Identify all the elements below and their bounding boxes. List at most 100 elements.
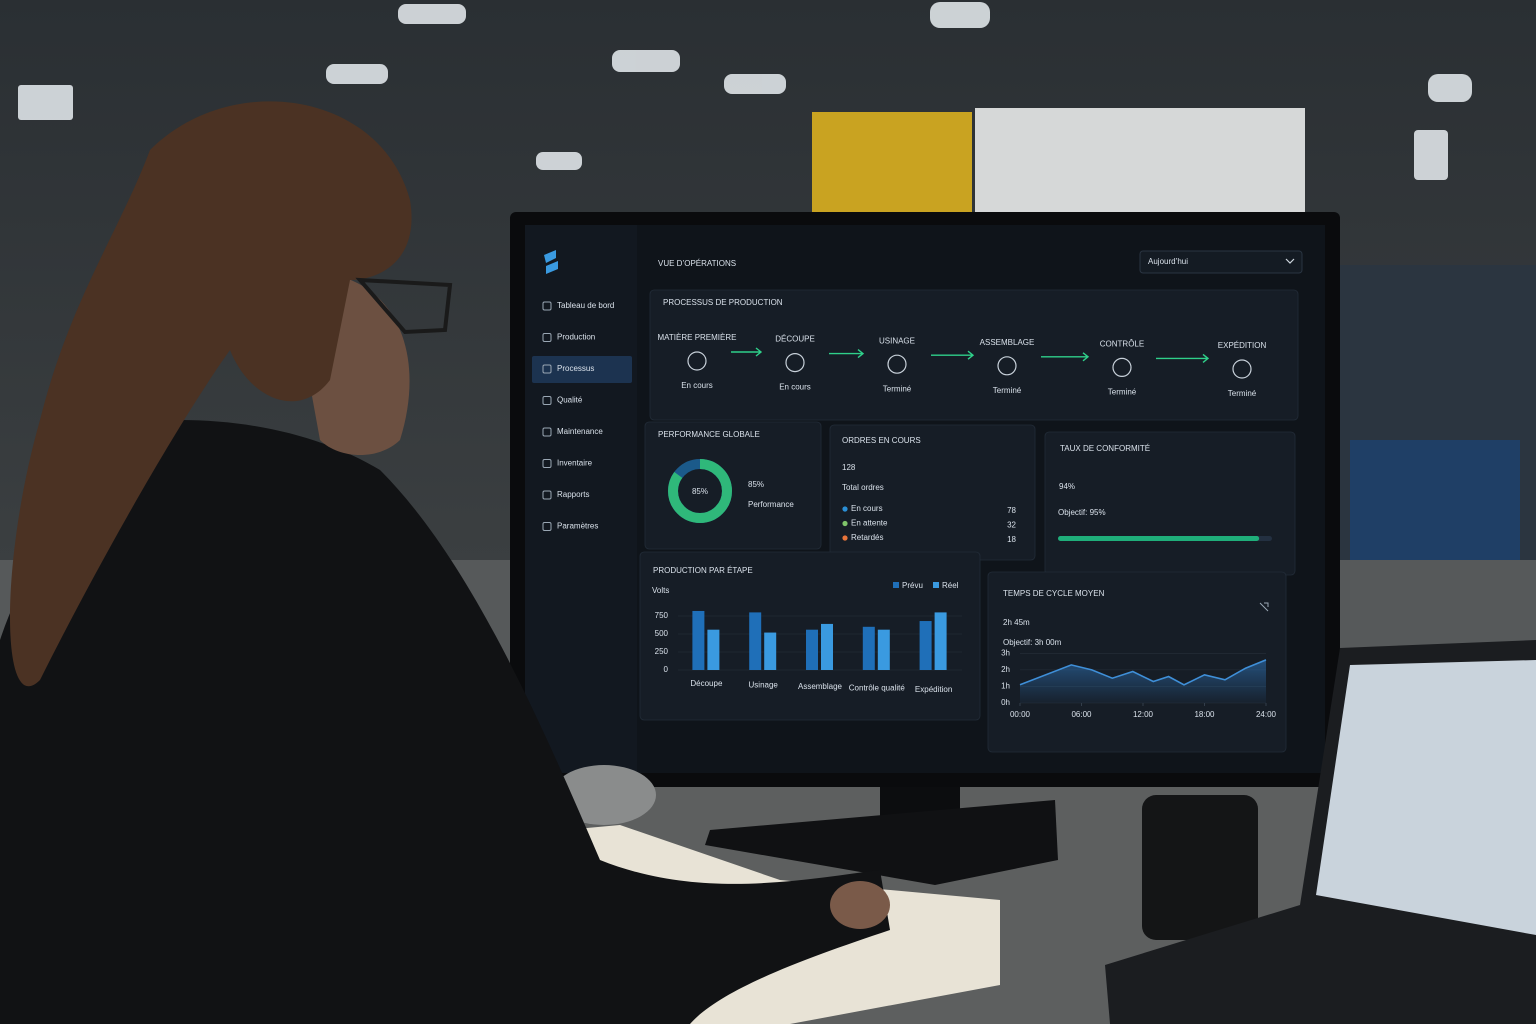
panel-title: PROCESSUS DE PRODUCTION <box>663 298 783 307</box>
bar <box>707 629 720 670</box>
person-hair <box>10 101 412 687</box>
y-tick-label: 2h <box>1001 665 1010 674</box>
orders-total-label: Total ordres <box>842 483 884 492</box>
x-tick-label: 12:00 <box>1133 710 1154 719</box>
monitor-base <box>705 800 1058 885</box>
step-label: USINAGE <box>879 336 915 345</box>
nav-icon <box>542 490 552 500</box>
x-tick-label: 24:00 <box>1256 710 1277 719</box>
donut-center-label: 85% <box>692 487 708 496</box>
step-icon <box>1112 357 1132 377</box>
nav-icon <box>542 364 552 374</box>
x-tick-label: Contrôle qualité <box>849 684 906 693</box>
y-tick-label: 500 <box>655 629 669 638</box>
legend-swatch <box>893 582 899 588</box>
logo <box>544 250 558 274</box>
y-tick-label: 750 <box>655 611 669 620</box>
y-axis-label: Volts <box>652 586 669 595</box>
step-arrow <box>1156 353 1210 363</box>
x-tick-label: Découpe <box>690 679 723 688</box>
nav-item[interactable]: Tableau de bord <box>557 301 614 310</box>
panel-title: TEMPS DE CYCLE MOYEN <box>1003 589 1105 598</box>
nav-item[interactable]: Maintenance <box>557 427 603 436</box>
step-arrow <box>829 349 865 359</box>
step-icon <box>687 351 707 371</box>
donut-caption: Performance <box>748 500 794 509</box>
nav-item[interactable]: Inventaire <box>557 459 593 468</box>
orders-row-value: 78 <box>1007 506 1016 515</box>
nav-item[interactable]: Processus <box>557 364 594 373</box>
nav-item[interactable]: Rapports <box>557 490 589 499</box>
y-tick-label: 250 <box>655 647 669 656</box>
step-status: Terminé <box>883 384 912 393</box>
orders-row-label: En attente <box>851 519 888 528</box>
y-tick-label: 3h <box>1001 648 1010 657</box>
step-label: MATIÈRE PREMIÈRE <box>658 333 737 342</box>
nav-item[interactable]: Paramètres <box>557 522 598 531</box>
dropdown[interactable] <box>1139 250 1303 274</box>
y-tick-label: 0h <box>1001 698 1010 707</box>
step-status: Terminé <box>1228 389 1257 398</box>
orders-row-value: 18 <box>1007 535 1016 544</box>
dropdown-chevron <box>1285 258 1295 264</box>
person-hand <box>830 881 890 929</box>
donut-side-label: 85% <box>748 480 764 489</box>
x-tick-label: 06:00 <box>1071 710 1092 719</box>
orders-dot <box>842 535 848 541</box>
step-label: EXPÉDITION <box>1218 341 1267 350</box>
step-status: Terminé <box>993 386 1022 395</box>
panel-title: PERFORMANCE GLOBALE <box>658 430 760 439</box>
expand-icon <box>1259 602 1269 612</box>
donut-arc <box>668 459 732 523</box>
progress-value: 94% <box>1059 482 1075 491</box>
line-area <box>1020 659 1266 703</box>
bar <box>749 612 762 670</box>
nav-item[interactable]: Qualité <box>557 396 583 405</box>
progress-fill <box>1058 536 1260 541</box>
page-title: VUE D’OPÉRATIONS <box>658 259 736 268</box>
x-tick-label: Assemblage <box>798 682 843 691</box>
orders-dot <box>842 506 848 512</box>
bar <box>934 612 947 670</box>
nav-active[interactable] <box>532 356 632 383</box>
step-status: En cours <box>681 381 713 390</box>
line-target: Objectif: 3h 00m <box>1003 638 1062 647</box>
step-status: En cours <box>779 383 811 392</box>
panel-title: ORDRES EN COURS <box>842 436 921 445</box>
step-label: ASSEMBLAGE <box>980 338 1035 347</box>
bar <box>764 632 777 670</box>
nav-icon <box>542 301 552 311</box>
nav-icon <box>542 333 552 342</box>
line-headline: 2h 45m <box>1003 618 1030 627</box>
step-arrow <box>931 350 975 360</box>
panel-title: TAUX DE CONFORMITÉ <box>1060 444 1150 453</box>
glasses <box>355 277 453 335</box>
legend-swatch <box>933 582 939 588</box>
orders-dot <box>842 520 848 527</box>
step-status: Terminé <box>1108 388 1137 397</box>
panel <box>987 571 1287 753</box>
bar <box>692 610 705 670</box>
panel <box>1044 431 1296 576</box>
bar <box>821 623 833 670</box>
panel <box>649 289 1299 421</box>
laptop-screen <box>1316 660 1536 935</box>
legend-label: Prévu <box>902 581 923 590</box>
orders-row-value: 32 <box>1007 521 1016 530</box>
nav-icon <box>542 522 552 531</box>
nav-item[interactable]: Production <box>557 333 595 342</box>
person-body <box>0 420 890 1024</box>
nav-icon <box>542 396 552 405</box>
x-tick-label: Expédition <box>915 685 952 694</box>
x-tick-label: Usinage <box>749 681 779 690</box>
y-tick-label: 1h <box>1001 682 1010 691</box>
step-icon <box>785 353 805 373</box>
cup <box>1142 795 1258 940</box>
orders-total: 128 <box>842 463 856 472</box>
step-icon <box>1232 359 1252 379</box>
line <box>1019 659 1267 686</box>
nav-icon <box>542 459 552 468</box>
dropdown-label: Aujourd’hui <box>1148 257 1188 266</box>
